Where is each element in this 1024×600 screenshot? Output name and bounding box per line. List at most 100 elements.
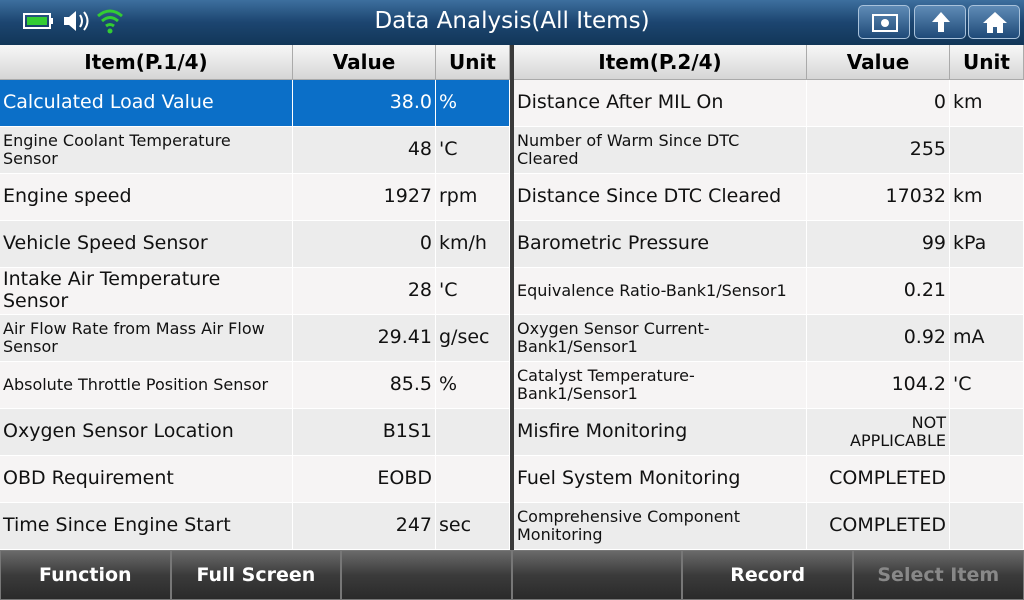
empty-button bbox=[511, 550, 683, 600]
data-row[interactable]: Absolute Throttle Position Sensor 85.5% bbox=[0, 362, 510, 409]
empty-button bbox=[341, 550, 512, 600]
unit-cell: km bbox=[950, 80, 1024, 127]
unit-cell: km/h bbox=[436, 221, 510, 268]
unit-cell: 'C bbox=[950, 362, 1024, 409]
value-text: 38.0 bbox=[389, 91, 432, 114]
item-text: OBD Requirement bbox=[3, 467, 174, 490]
value-text: 255 bbox=[909, 138, 946, 161]
unit-text: g/sec bbox=[439, 326, 490, 349]
item-cell: Distance After MIL On bbox=[514, 80, 807, 127]
value-cell: B1S1 bbox=[293, 409, 436, 456]
data-row[interactable]: OBD Requirement EOBD bbox=[0, 456, 510, 503]
item-cell: Misfire Monitoring bbox=[514, 409, 807, 456]
data-row[interactable]: Oxygen Sensor Location B1S1 bbox=[0, 409, 510, 456]
unit-text: km bbox=[953, 185, 983, 208]
item-text: Engine Coolant Temperature Sensor bbox=[3, 130, 231, 168]
item-cell: OBD Requirement bbox=[0, 456, 293, 503]
header-row: Item(P.1/4) Value Unit bbox=[0, 45, 510, 80]
unit-cell: g/sec bbox=[436, 315, 510, 362]
item-cell: Barometric Pressure bbox=[514, 221, 807, 268]
data-row[interactable]: Barometric Pressure 99 kPa bbox=[514, 221, 1024, 268]
data-row[interactable]: Air Flow Rate from Mass Air Flow Sensor 2… bbox=[0, 315, 510, 362]
data-row[interactable]: Comprehensive Component Monitoring COMPLE… bbox=[514, 503, 1024, 550]
item-text: Intake Air Temperature Sensor bbox=[3, 268, 221, 312]
unit-text: 'C bbox=[439, 138, 458, 161]
item-cell: Oxygen Sensor Current-Bank1/Sensor1 bbox=[514, 315, 807, 362]
status-icons bbox=[23, 9, 123, 34]
item-text: Fuel System Monitoring bbox=[517, 467, 741, 490]
top-bar: Data Analysis(All Items) bbox=[0, 0, 1024, 45]
value-cell: 38.0 bbox=[293, 80, 436, 127]
item-text: Oxygen Sensor Location bbox=[3, 420, 234, 443]
value-cell: 104.2 bbox=[807, 362, 950, 409]
data-row[interactable]: Engine speed 1927 rpm bbox=[0, 174, 510, 221]
unit-cell: 'C bbox=[436, 268, 510, 315]
unit-cell: % bbox=[436, 80, 510, 127]
unit-cell: km bbox=[950, 174, 1024, 221]
item-text: Number of Warm Since DTC Cleared bbox=[517, 130, 740, 168]
data-row[interactable]: Calculated Load Value 38.0% bbox=[0, 80, 510, 127]
item-text: Barometric Pressure bbox=[517, 232, 710, 255]
value-text: NOT APPLICABLE bbox=[850, 412, 946, 450]
data-row[interactable]: Distance Since DTC Cleared 17032 km bbox=[514, 174, 1024, 221]
data-row[interactable]: Number of Warm Since DTC Cleared 255 bbox=[514, 127, 1024, 174]
data-row[interactable]: Engine Coolant Temperature Sensor 48 'C bbox=[0, 127, 510, 174]
value-text: 29.41 bbox=[377, 326, 432, 349]
full-screen-button[interactable]: Full Screen bbox=[170, 550, 342, 600]
item-cell: Vehicle Speed Sensor bbox=[0, 221, 293, 268]
item-cell: Time Since Engine Start bbox=[0, 503, 293, 550]
data-row[interactable]: Misfire Monitoring NOT APPLICABLE bbox=[514, 409, 1024, 456]
value-text: 104.2 bbox=[891, 373, 946, 396]
data-row[interactable]: Equivalence Ratio-Bank1/Sensor1 0.21 bbox=[514, 268, 1024, 315]
value-cell: COMPLETED bbox=[807, 503, 950, 550]
item-cell: Calculated Load Value bbox=[0, 80, 293, 127]
function-button[interactable]: Function bbox=[0, 550, 171, 600]
table-left: Item(P.1/4) Value Unit Calculated Load Valu… bbox=[0, 45, 510, 550]
value-cell: 1927 bbox=[293, 174, 436, 221]
data-row[interactable]: Vehicle Speed Sensor 0 km/h bbox=[0, 221, 510, 268]
unit-cell: 'C bbox=[436, 127, 510, 174]
item-cell: Number of Warm Since DTC Cleared bbox=[514, 127, 807, 174]
value-text: 99 bbox=[921, 232, 946, 255]
record-button[interactable]: Record bbox=[682, 550, 853, 600]
unit-cell: sec bbox=[436, 503, 510, 550]
data-row[interactable]: Catalyst Temperature-Bank1/Sensor1 104.2 '… bbox=[514, 362, 1024, 409]
item-text: Calculated Load Value bbox=[3, 91, 214, 114]
back-button[interactable] bbox=[914, 5, 966, 39]
value-cell: 17032 bbox=[807, 174, 950, 221]
value-text: 0 bbox=[933, 91, 946, 114]
item-text: Misfire Monitoring bbox=[517, 420, 688, 443]
item-text: Vehicle Speed Sensor bbox=[3, 232, 208, 255]
unit-text: sec bbox=[439, 514, 472, 537]
item-cell: Intake Air Temperature Sensor bbox=[0, 268, 293, 315]
data-row[interactable]: Intake Air Temperature Sensor 28 'C bbox=[0, 268, 510, 315]
item-text: Comprehensive Component Monitoring bbox=[517, 506, 740, 544]
unit-cell: % bbox=[436, 362, 510, 409]
data-row[interactable]: Fuel System Monitoring COMPLETED bbox=[514, 456, 1024, 503]
value-text: 28 bbox=[407, 279, 432, 302]
value-cell: 28 bbox=[293, 268, 436, 315]
screenshot-button[interactable] bbox=[858, 5, 910, 39]
select-item-button: Select Item bbox=[852, 550, 1024, 600]
unit-cell bbox=[436, 456, 510, 503]
unit-cell bbox=[436, 409, 510, 456]
data-row[interactable]: Time Since Engine Start 247 sec bbox=[0, 503, 510, 550]
value-text: 0.92 bbox=[903, 326, 946, 349]
item-cell: Engine Coolant Temperature Sensor bbox=[0, 127, 293, 174]
value-cell: 0 bbox=[293, 221, 436, 268]
item-cell: Equivalence Ratio-Bank1/Sensor1 bbox=[514, 268, 807, 315]
value-cell: 0 bbox=[807, 80, 950, 127]
value-text: 0 bbox=[419, 232, 432, 255]
home-button[interactable] bbox=[968, 5, 1020, 39]
data-row[interactable]: Distance After MIL On 0 km bbox=[514, 80, 1024, 127]
item-text: Distance After MIL On bbox=[517, 91, 724, 114]
value-cell: 48 bbox=[293, 127, 436, 174]
item-cell: Distance Since DTC Cleared bbox=[514, 174, 807, 221]
value-cell: 29.41 bbox=[293, 315, 436, 362]
unit-text: kPa bbox=[953, 232, 987, 255]
column-header: Unit bbox=[950, 45, 1024, 80]
data-row[interactable]: Oxygen Sensor Current-Bank1/Sensor1 0.92 m… bbox=[514, 315, 1024, 362]
value-cell: 0.21 bbox=[807, 268, 950, 315]
item-cell: Oxygen Sensor Location bbox=[0, 409, 293, 456]
value-text: 0.21 bbox=[903, 279, 946, 302]
